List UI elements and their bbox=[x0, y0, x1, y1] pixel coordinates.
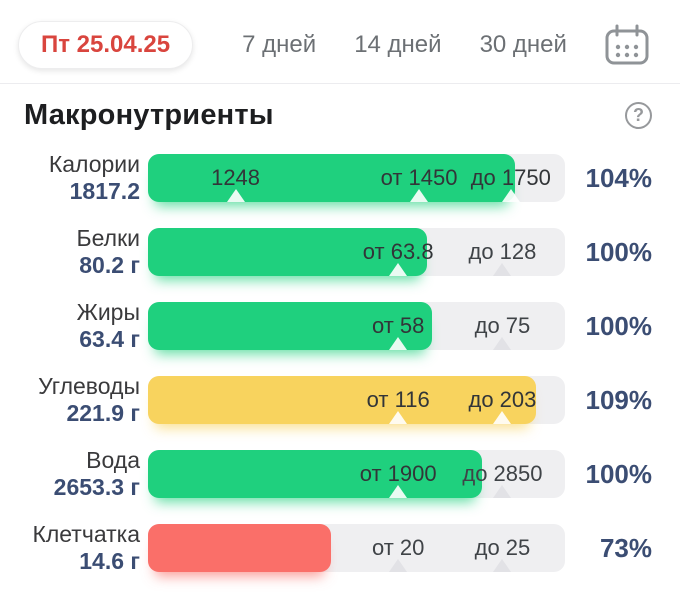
macro-name: Вода bbox=[86, 447, 140, 473]
bar-min-label: от 63.8 bbox=[362, 239, 434, 264]
bar-min-label: от 20 bbox=[371, 535, 425, 560]
macro-progress-bar: от 20 до 25 bbox=[148, 524, 565, 572]
max-notch-icon bbox=[501, 189, 520, 202]
tab-7-days[interactable]: 7 дней bbox=[242, 30, 317, 58]
macro-progress-bar: от 58 до 75 bbox=[148, 302, 565, 350]
bar-min-label: от 116 bbox=[366, 387, 430, 412]
macro-row-carbs: Углеводы 221.9 г от 116 до 203 109% bbox=[0, 373, 680, 426]
macro-name: Клетчатка bbox=[32, 521, 140, 547]
bar-fill bbox=[148, 228, 428, 276]
min-notch-icon bbox=[389, 485, 408, 498]
bar-fill bbox=[148, 154, 515, 202]
top-bar: Пт 25.04.25 7 дней 14 дней 30 дней bbox=[0, 0, 680, 84]
help-icon[interactable]: ? bbox=[625, 102, 652, 129]
bar-max-label: до 2850 bbox=[462, 461, 543, 486]
macro-percent: 100% bbox=[585, 458, 653, 489]
max-notch-icon bbox=[493, 559, 512, 572]
marker-notch bbox=[226, 189, 245, 202]
macro-name: Белки bbox=[76, 225, 140, 251]
macro-row-calories: Калории 1817.2 1248 от 1450 до 1750 104% bbox=[0, 151, 680, 204]
bar-extra-marker-label: 1248 bbox=[211, 165, 261, 190]
bar-min-label: от 58 bbox=[371, 313, 425, 338]
macro-progress-bar: от 63.8 до 128 bbox=[148, 228, 565, 276]
bar-fill bbox=[148, 524, 332, 572]
bar-max-label: до 128 bbox=[468, 239, 537, 264]
macro-name: Углеводы bbox=[38, 373, 140, 399]
max-notch-icon bbox=[493, 263, 512, 276]
period-tabs: 7 дней 14 дней 30 дней bbox=[213, 31, 596, 59]
macro-value: 80.2 г bbox=[79, 252, 140, 278]
macro-percent: 100% bbox=[585, 310, 653, 341]
macro-percent: 104% bbox=[585, 162, 653, 193]
macro-name: Калории bbox=[48, 151, 140, 177]
min-notch-icon bbox=[410, 189, 429, 202]
macro-progress-bar: от 1900 до 2850 bbox=[148, 450, 565, 498]
bar-min-label: от 1450 bbox=[380, 165, 458, 190]
macro-value: 14.6 г bbox=[79, 548, 140, 574]
min-notch-icon bbox=[389, 411, 408, 424]
macro-progress-bar: 1248 от 1450 до 1750 bbox=[148, 154, 565, 202]
macro-row-water: Вода 2653.3 г от 1900 до 2850 100% bbox=[0, 447, 680, 500]
date-button[interactable]: Пт 25.04.25 bbox=[18, 20, 194, 69]
tab-30-days[interactable]: 30 дней bbox=[479, 30, 567, 58]
max-notch-icon bbox=[493, 337, 512, 350]
max-notch-icon bbox=[493, 411, 512, 424]
min-notch-icon bbox=[389, 263, 408, 276]
macro-value: 63.4 г bbox=[79, 326, 140, 352]
macro-row-fats: Жиры 63.4 г от 58 до 75 100% bbox=[0, 299, 680, 352]
bar-fill bbox=[148, 302, 432, 350]
macro-percent: 109% bbox=[585, 384, 653, 415]
calendar-icon[interactable] bbox=[604, 24, 650, 66]
macro-percent: 100% bbox=[585, 236, 653, 267]
bar-max-label: до 25 bbox=[474, 535, 531, 560]
macro-percent: 73% bbox=[599, 532, 652, 563]
bar-max-label: до 203 bbox=[468, 387, 537, 412]
section-header: Макронутриенты ? bbox=[0, 84, 680, 141]
macro-value: 221.9 г bbox=[66, 400, 140, 426]
macro-list: Калории 1817.2 1248 от 1450 до 1750 104%… bbox=[0, 141, 680, 574]
page-title: Макронутриенты bbox=[24, 99, 274, 131]
macro-row-fiber: Клетчатка 14.6 г от 20 до 25 73% bbox=[0, 521, 680, 574]
macro-value: 1817.2 bbox=[69, 178, 140, 204]
bar-max-label: до 75 bbox=[474, 313, 531, 338]
bar-fill bbox=[148, 376, 536, 424]
macro-value: 2653.3 г bbox=[53, 474, 140, 500]
bar-fill bbox=[148, 450, 482, 498]
macro-progress-bar: от 116 до 203 bbox=[148, 376, 565, 424]
tab-14-days[interactable]: 14 дней bbox=[354, 30, 442, 58]
bar-min-label: от 1900 bbox=[359, 461, 437, 486]
macro-row-protein: Белки 80.2 г от 63.8 до 128 100% bbox=[0, 225, 680, 278]
min-notch-icon bbox=[389, 559, 408, 572]
max-notch-icon bbox=[493, 485, 512, 498]
min-notch-icon bbox=[389, 337, 408, 350]
macro-name: Жиры bbox=[76, 299, 140, 325]
bar-max-label: до 1750 bbox=[470, 165, 551, 190]
